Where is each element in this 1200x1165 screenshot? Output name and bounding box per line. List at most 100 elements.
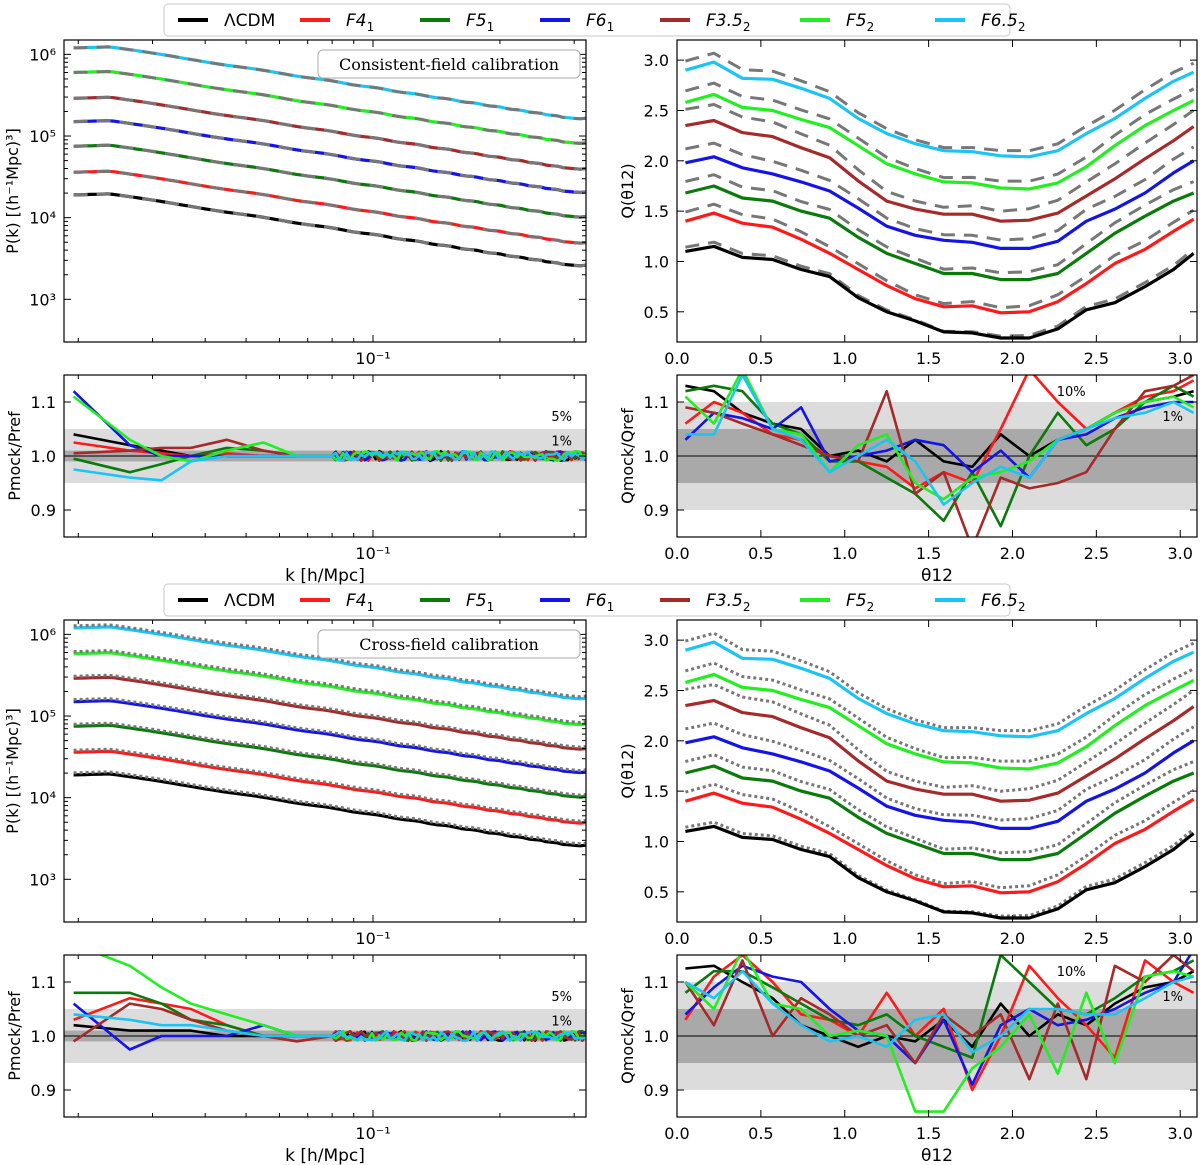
legend-label-f35_2: F3.52 [706,11,750,34]
calibration-box [317,49,581,79]
pk-ytick-label: 10⁵ [29,707,56,726]
pk-ylabel: P(k) [(h⁻¹Mpc)³] [3,708,22,834]
q-ytick-label: 1.5 [644,782,669,801]
legend-label-f65_2: F6.52 [981,591,1025,614]
legend-frame [163,583,1011,617]
pk-ref-f35_2 [73,95,586,171]
pk-ref-f6_1 [73,697,586,772]
pk-ref-f5_1 [73,143,586,219]
q-xtick-label: 1.0 [832,929,857,948]
q-ytick-label: 1.0 [644,252,669,271]
q-line-f35_2 [685,698,1195,803]
qratio-ytick-label: 1.0 [644,1027,669,1046]
legend-label-f4_1: F41 [346,591,374,614]
pk-ytick-label: 10⁵ [29,127,56,146]
pratio-ytick-label: 1.0 [31,1027,56,1046]
q-line-f65_2 [684,60,1195,159]
qratio-xtick-label: 2.5 [1084,544,1109,563]
pk-ytick-label: 10⁶ [29,625,56,644]
band-label-5pct: 5% [551,410,572,425]
k-xlabel: k [h/Mpc] [285,566,365,586]
pratio-ytick-label: 0.9 [31,1081,56,1100]
qratio-xtick-label: 3.0 [1167,1124,1192,1143]
qratio-line-f6_1 [684,955,1192,1086]
q-ytick-label: 3.0 [644,51,669,70]
qratio-xtick-label: 2.5 [1084,1124,1109,1143]
legend-label-f5_2: F52 [846,11,874,34]
pk-ref-f4_1 [73,747,586,823]
q-ref-f4_1 [684,202,1195,310]
pk-ytick-label: 10³ [29,290,56,309]
q-line-f4_1 [684,791,1195,895]
legend-label-f5_1: F51 [466,591,494,614]
q-ref-f6_1 [685,141,1195,242]
q-line-lcdm [685,824,1195,920]
q-ref-f5_1 [685,753,1195,855]
q-xtick-label: 2.0 [1000,349,1025,368]
pk-ytick-label: 10⁴ [29,209,56,228]
qratio-xtick-label: 2.0 [1000,1124,1025,1143]
pk-line-f65_2 [73,625,586,701]
q-ref-f6_1 [685,721,1195,822]
pratio-line-f65_2 [73,1013,586,1043]
q-line-f5_1 [685,764,1195,862]
q-line-f4_1 [684,211,1195,315]
q-ytick-label: 2.0 [644,152,669,171]
pk-line-f5_2 [73,651,586,727]
pratio-ytick-label: 1.1 [31,393,56,412]
q-ref-f5_2 [685,661,1195,763]
qratio-line-f65_2 [684,969,1194,1054]
pk-ref-lcdm [73,770,586,846]
legend-label-f6_1: F61 [586,11,614,34]
q-xtick-label: 2.5 [1084,929,1109,948]
calibration-label: Consistent-field calibration [339,55,559,74]
pk-ylabel: P(k) [(h⁻¹Mpc)³] [3,128,22,254]
pk-ref-f35_2 [73,673,586,749]
q-line-f6_1 [685,155,1195,250]
q-xtick-label: 2.0 [1000,929,1025,948]
pratio-xtick-label: 10⁻¹ [355,544,390,563]
legend-label-f65_2: F6.52 [981,11,1025,34]
pratio-line-f65_2 [73,450,586,482]
q-xtick-label: 0.0 [664,349,689,368]
q-xtick-label: 0.5 [748,929,773,948]
legend-label-lcdm: ΛCDM [224,591,275,611]
pk-ref-f5_1 [73,721,586,797]
legend-label-f4_1: F41 [346,11,374,34]
pk-frame [63,619,587,923]
pk-ref-lcdm [73,192,586,268]
q-ref-lcdm [685,820,1195,918]
qratio-xtick-label: 0.5 [748,1124,773,1143]
legend-label-lcdm: ΛCDM [224,11,275,31]
qratio-ytick-label: 1.0 [644,447,669,466]
pk-line-f6_1 [73,699,586,775]
q-xtick-label: 3.0 [1167,349,1192,368]
qratio-ytick-label: 0.9 [644,501,669,520]
band-label-1pct: 1% [1162,410,1183,425]
legend-label-f5_2: F52 [846,591,874,614]
q-ytick-label: 1.5 [644,202,669,221]
theta-xlabel: θ12 [921,566,953,586]
q-ref-f5_1 [685,173,1195,275]
q-ytick-label: 1.0 [644,832,669,851]
pk-ytick-label: 10⁴ [29,789,56,808]
pk-line-f35_2 [73,675,586,751]
pk-line-f4_1 [73,749,586,825]
q-frame [676,619,1198,923]
q-line-lcdm [685,244,1195,340]
q-ytick-label: 3.0 [644,631,669,650]
q-xtick-label: 2.5 [1084,349,1109,368]
q-xtick-label: 3.0 [1167,929,1192,948]
qratio-xtick-label: 2.0 [1000,544,1025,563]
band-label-5pct: 5% [551,990,572,1005]
legend: ΛCDM F41 F51 F61 F3.52 F52 F6.52 [163,583,1025,617]
pk-line-lcdm [73,772,586,848]
band-label-10pct: 10% [1057,385,1086,400]
pratio-line-f5_2 [72,395,586,463]
q-ref-f65_2 [684,51,1195,153]
qratio-ylabel: Qmock/Qref [618,988,637,1084]
pk-ref-f6_1 [73,119,586,194]
q-xtick-label: 1.5 [916,929,941,948]
theta-xlabel: θ12 [921,1146,953,1165]
